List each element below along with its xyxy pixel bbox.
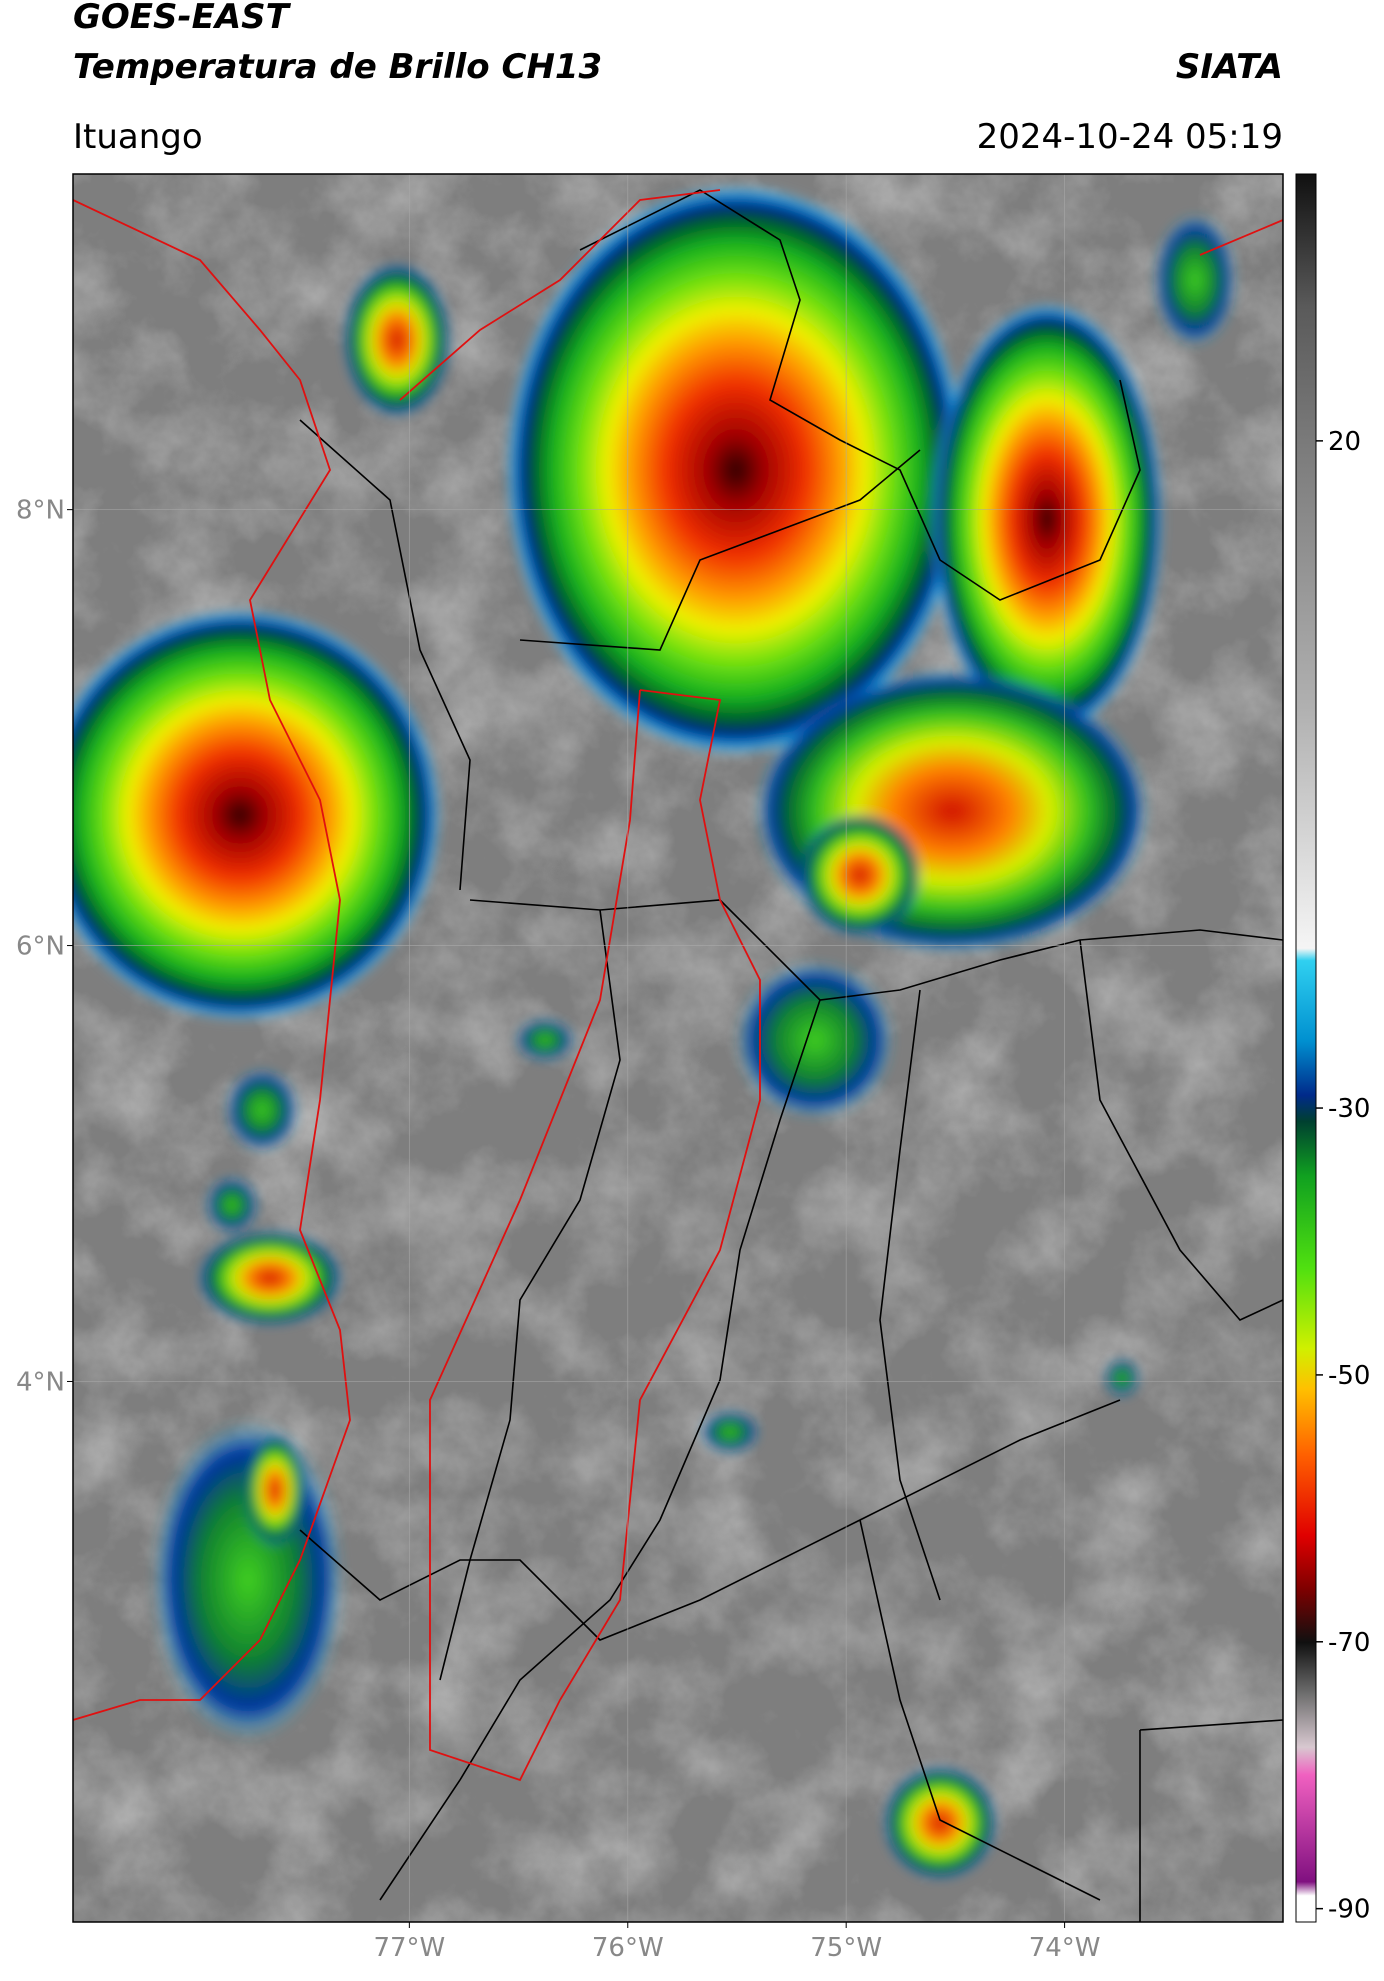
colorbar-tick-label: -30 xyxy=(1328,1094,1370,1124)
lon-tick-label: 76°W xyxy=(592,1933,664,1963)
colorbar-tick-label: -50 xyxy=(1328,1361,1370,1391)
lat-tick-label: 8°N xyxy=(16,496,65,526)
graticule xyxy=(73,174,1283,1922)
datetime: 2024-10-24 05:19 xyxy=(977,117,1283,157)
storm-cells xyxy=(73,185,1235,1878)
location: Ituango xyxy=(73,117,203,157)
lon-tick-label: 75°W xyxy=(810,1933,882,1963)
title-line1: GOES-EAST xyxy=(73,0,292,37)
map-frame xyxy=(72,173,1284,1923)
lat-tick-label: 4°N xyxy=(16,1367,65,1397)
international-borders xyxy=(73,189,1283,1782)
colorbar-tick-label: -90 xyxy=(1328,1895,1370,1925)
map-image xyxy=(73,174,1283,1922)
colorbar-tick-label: 20 xyxy=(1328,427,1361,457)
source: SIATA xyxy=(1176,47,1283,87)
colorbar-tick-label: -70 xyxy=(1328,1628,1370,1658)
colorbar xyxy=(1295,173,1317,1923)
lat-tick-label: 6°N xyxy=(16,932,65,962)
lon-tick-label: 77°W xyxy=(373,1933,445,1963)
title-line2: Temperatura de Brillo CH13 xyxy=(73,47,602,87)
lon-tick-label: 74°W xyxy=(1029,1933,1101,1963)
admin-borders xyxy=(299,189,1283,1922)
